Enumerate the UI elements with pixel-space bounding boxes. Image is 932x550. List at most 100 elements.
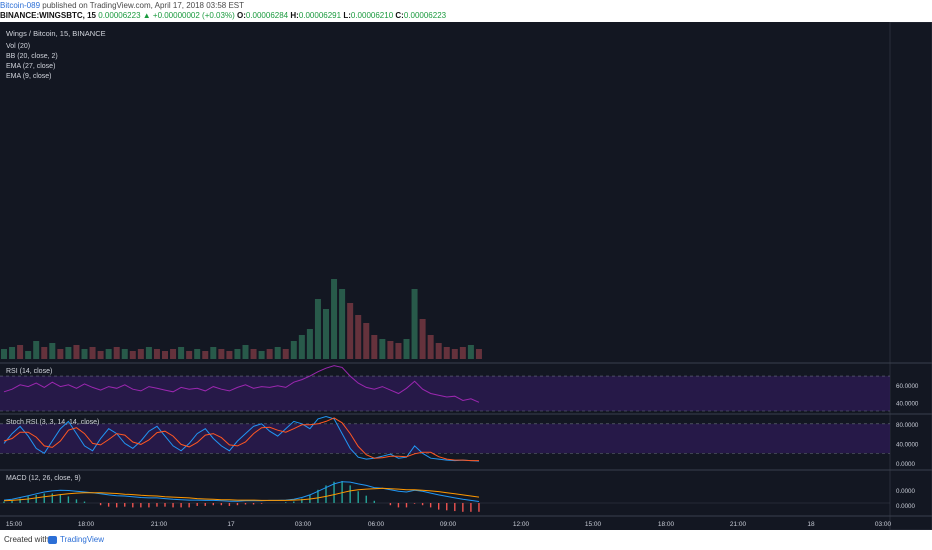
volume-bar bbox=[467, 345, 474, 359]
x-tick-label: 18:00 bbox=[658, 521, 675, 528]
tradingview-logo-icon bbox=[48, 536, 57, 544]
pane-title: Stoch RSI (3, 3, 14, 14, close) bbox=[6, 419, 99, 426]
x-tick-label: 09:00 bbox=[440, 521, 457, 528]
volume-bar bbox=[17, 345, 24, 359]
volume-bar bbox=[274, 347, 281, 359]
volume-bar bbox=[81, 349, 88, 359]
x-tick-label: 18 bbox=[807, 521, 815, 528]
volume-bar bbox=[218, 349, 225, 359]
volume-bar bbox=[387, 341, 394, 359]
volume-bar bbox=[41, 347, 48, 359]
x-tick-label: 15:00 bbox=[585, 521, 602, 528]
volume-bar bbox=[105, 349, 112, 359]
published-text: published on TradingView.com, April 17, … bbox=[42, 1, 245, 10]
volume-bar bbox=[137, 349, 144, 359]
volume-bar bbox=[451, 349, 458, 359]
volume-bar bbox=[355, 315, 362, 359]
x-tick-label: 15:00 bbox=[6, 521, 23, 528]
volume-bar bbox=[226, 351, 233, 359]
macd-signal-line bbox=[3, 487, 480, 502]
volume-bar bbox=[459, 347, 466, 359]
author-link[interactable]: Bitcoin-089 bbox=[0, 1, 41, 10]
close-value: 0.00006223 bbox=[403, 11, 447, 20]
volume-bar bbox=[379, 339, 386, 359]
pane-y-tick-label: 0.0000 bbox=[896, 488, 915, 495]
indicator-legend: EMA (27, close) bbox=[6, 63, 55, 70]
volume-bar bbox=[282, 349, 289, 359]
volume-bar bbox=[347, 303, 354, 359]
volume-bar bbox=[323, 309, 329, 359]
volume-bar bbox=[419, 319, 426, 359]
macd-line bbox=[3, 481, 480, 502]
tradingview-brand[interactable]: TradingView bbox=[60, 535, 105, 544]
volume-bar bbox=[475, 349, 482, 359]
volume-bar bbox=[331, 279, 338, 359]
volume-bar bbox=[314, 299, 321, 359]
volume-bar bbox=[65, 347, 72, 359]
pane-y-tick-label: 40.0000 bbox=[896, 400, 919, 407]
volume-bar bbox=[97, 351, 104, 359]
volume-bar bbox=[145, 347, 152, 359]
price-change: ▲ +0.00000002 (+0.03%) bbox=[142, 11, 235, 20]
volume-bar bbox=[250, 349, 257, 359]
indicator-legend: EMA (9, close) bbox=[6, 73, 52, 80]
volume-bar bbox=[89, 347, 96, 359]
indicator-band bbox=[0, 423, 890, 454]
x-tick-label: 03:00 bbox=[875, 521, 892, 528]
volume-bar bbox=[363, 323, 370, 359]
volume-bar bbox=[57, 349, 64, 359]
x-tick-label: 12:00 bbox=[513, 521, 530, 528]
footer: Created with TradingView bbox=[0, 530, 932, 550]
volume-bar bbox=[25, 351, 32, 359]
volume-bar bbox=[9, 347, 16, 359]
indicator-band bbox=[0, 376, 890, 411]
last-price: 0.00006223 bbox=[98, 11, 141, 20]
x-tick-label: 03:00 bbox=[295, 521, 312, 528]
volume-bar bbox=[113, 347, 120, 359]
volume-bar bbox=[298, 335, 305, 359]
symbol-line: BINANCE:WINGSBTC, 15 bbox=[0, 11, 97, 20]
volume-bar bbox=[210, 347, 217, 359]
volume-bar bbox=[186, 351, 193, 359]
volume-bar bbox=[178, 347, 185, 359]
stoch-d-line bbox=[3, 417, 479, 462]
price-axis-panel bbox=[889, 22, 932, 530]
volume-bar bbox=[395, 343, 402, 359]
volume-bar bbox=[153, 349, 160, 359]
ohlc-header: BINANCE:WINGSBTC, 15 0.00006223 ▲ +0.000… bbox=[0, 10, 932, 21]
high-value: 0.00006291 bbox=[298, 11, 342, 20]
publish-header: Bitcoin-089 published on TradingView.com… bbox=[0, 0, 932, 11]
volume-bar bbox=[73, 345, 80, 359]
volume-bar bbox=[33, 341, 40, 359]
created-with-text: Created with bbox=[4, 535, 49, 544]
low-label: L: bbox=[343, 11, 351, 20]
stoch-k-line bbox=[3, 415, 480, 462]
volume-bar bbox=[129, 351, 136, 359]
volume-bar bbox=[121, 349, 128, 359]
volume-bar bbox=[443, 347, 450, 359]
pane-y-tick-label: 40.0000 bbox=[896, 441, 919, 448]
x-tick-label: 21:00 bbox=[151, 521, 168, 528]
volume-bar bbox=[435, 343, 442, 359]
chart-canvas[interactable]: 0.000067500.000067000.000066500.00006600… bbox=[0, 22, 932, 530]
close-label: C: bbox=[395, 11, 404, 20]
volume-bar bbox=[1, 349, 7, 359]
x-tick-label: 21:00 bbox=[730, 521, 747, 528]
volume-bar bbox=[371, 335, 378, 359]
volume-bar bbox=[234, 349, 241, 359]
volume-bar bbox=[49, 343, 56, 359]
volume-bar bbox=[170, 349, 177, 359]
main-chart-title: Wings / Bitcoin, 15, BINANCE bbox=[6, 29, 106, 38]
pane-y-tick-label: 80.0000 bbox=[896, 422, 919, 429]
volume-bar bbox=[202, 351, 209, 359]
indicator-legend: Vol (20) bbox=[6, 43, 30, 50]
open-value: 0.00006284 bbox=[245, 11, 289, 20]
volume-bar bbox=[258, 351, 265, 359]
chart-background bbox=[0, 22, 932, 530]
pane-y-tick-label: 0.0000 bbox=[896, 503, 915, 510]
volume-bar bbox=[411, 289, 418, 359]
high-label: H: bbox=[290, 11, 299, 20]
pane-title: MACD (12, 26, close, 9) bbox=[6, 475, 81, 482]
indicator-legend: BB (20, close, 2) bbox=[6, 53, 58, 60]
